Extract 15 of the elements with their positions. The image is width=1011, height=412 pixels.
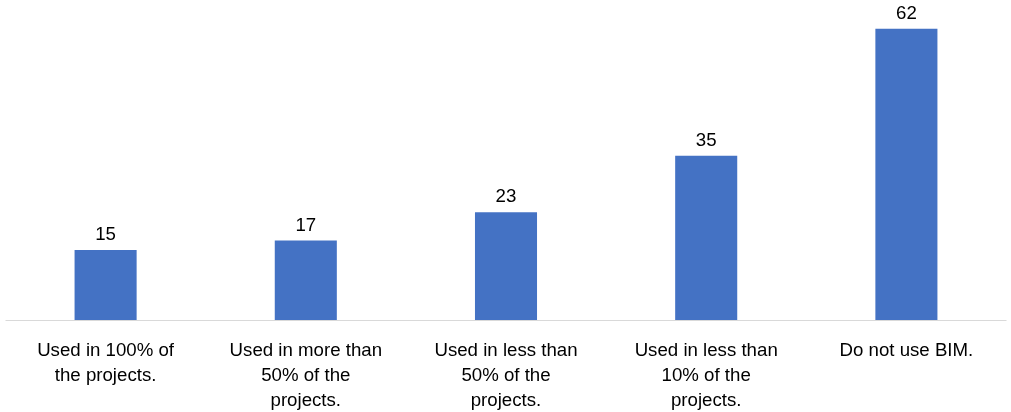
bar bbox=[74, 249, 137, 321]
bar bbox=[474, 212, 538, 321]
bar bbox=[274, 240, 337, 321]
data-label: 35 bbox=[695, 128, 717, 150]
x-tick-label: Used in more than 50% of the projects. bbox=[229, 338, 383, 410]
bar bbox=[675, 155, 738, 321]
data-label: 17 bbox=[295, 213, 317, 235]
data-label: 62 bbox=[896, 1, 917, 23]
data-label: 23 bbox=[495, 185, 517, 207]
x-tick-label: Used in less than 50% of the projects. bbox=[434, 338, 578, 410]
x-tick-label: Used in less than 10% of the projects. bbox=[634, 338, 778, 410]
x-tick-label: Do not use BIM. bbox=[839, 338, 974, 360]
data-label: 15 bbox=[95, 222, 116, 244]
bar bbox=[875, 28, 938, 321]
x-tick-label: Used in 100% of the projects. bbox=[37, 338, 175, 385]
